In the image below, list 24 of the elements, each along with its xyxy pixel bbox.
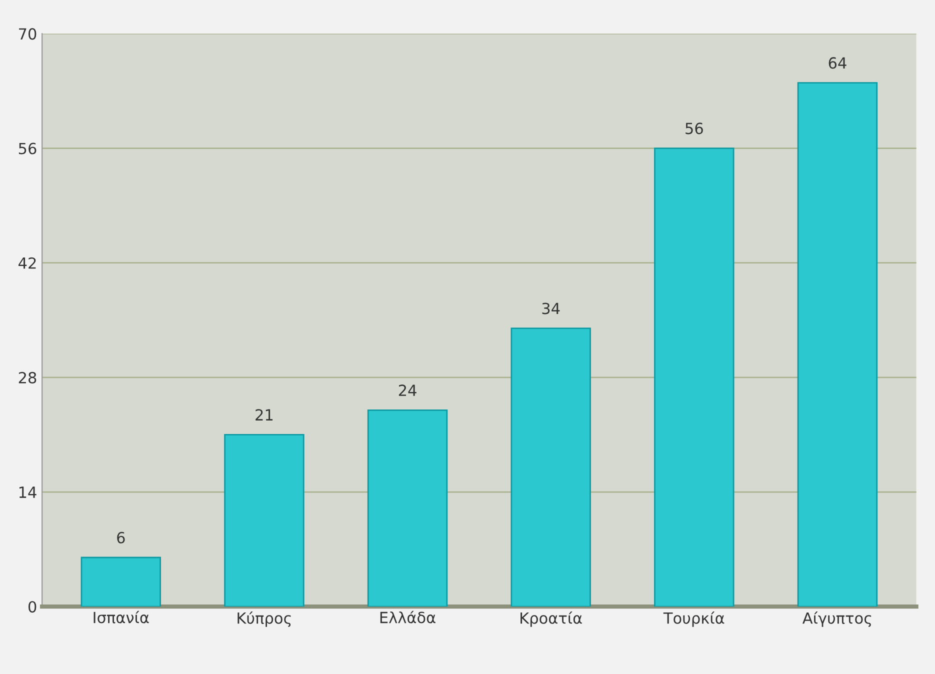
data-label: 21	[256, 409, 273, 420]
data-label: 24	[398, 384, 416, 396]
data-label: 56	[686, 122, 703, 134]
data-label: 34	[542, 302, 560, 314]
bar	[654, 148, 734, 607]
y-tick-label: 0	[28, 601, 36, 613]
bar	[367, 409, 448, 607]
data-label: 64	[828, 57, 846, 69]
y-tick-label: 14	[19, 486, 36, 498]
bar	[80, 556, 162, 607]
y-tick-label: 28	[18, 372, 36, 384]
x-tick-label: Κύπρος	[238, 611, 291, 627]
x-tick-label: Κροατία	[520, 611, 582, 627]
x-tick-label: Αίγυπτος	[802, 611, 872, 627]
x-tick-label: Ελλάδα	[380, 610, 436, 624]
bar	[224, 434, 304, 607]
data-label: 6	[117, 532, 125, 544]
bar	[797, 82, 878, 607]
y-tick-label: 42	[18, 257, 36, 269]
bar	[510, 328, 591, 607]
x-tick-label: Ισπανία	[94, 610, 149, 624]
y-tick-label: 70	[19, 28, 36, 40]
x-tick-label: Τουρκία	[663, 611, 724, 627]
y-tick-label: 56	[18, 142, 36, 154]
